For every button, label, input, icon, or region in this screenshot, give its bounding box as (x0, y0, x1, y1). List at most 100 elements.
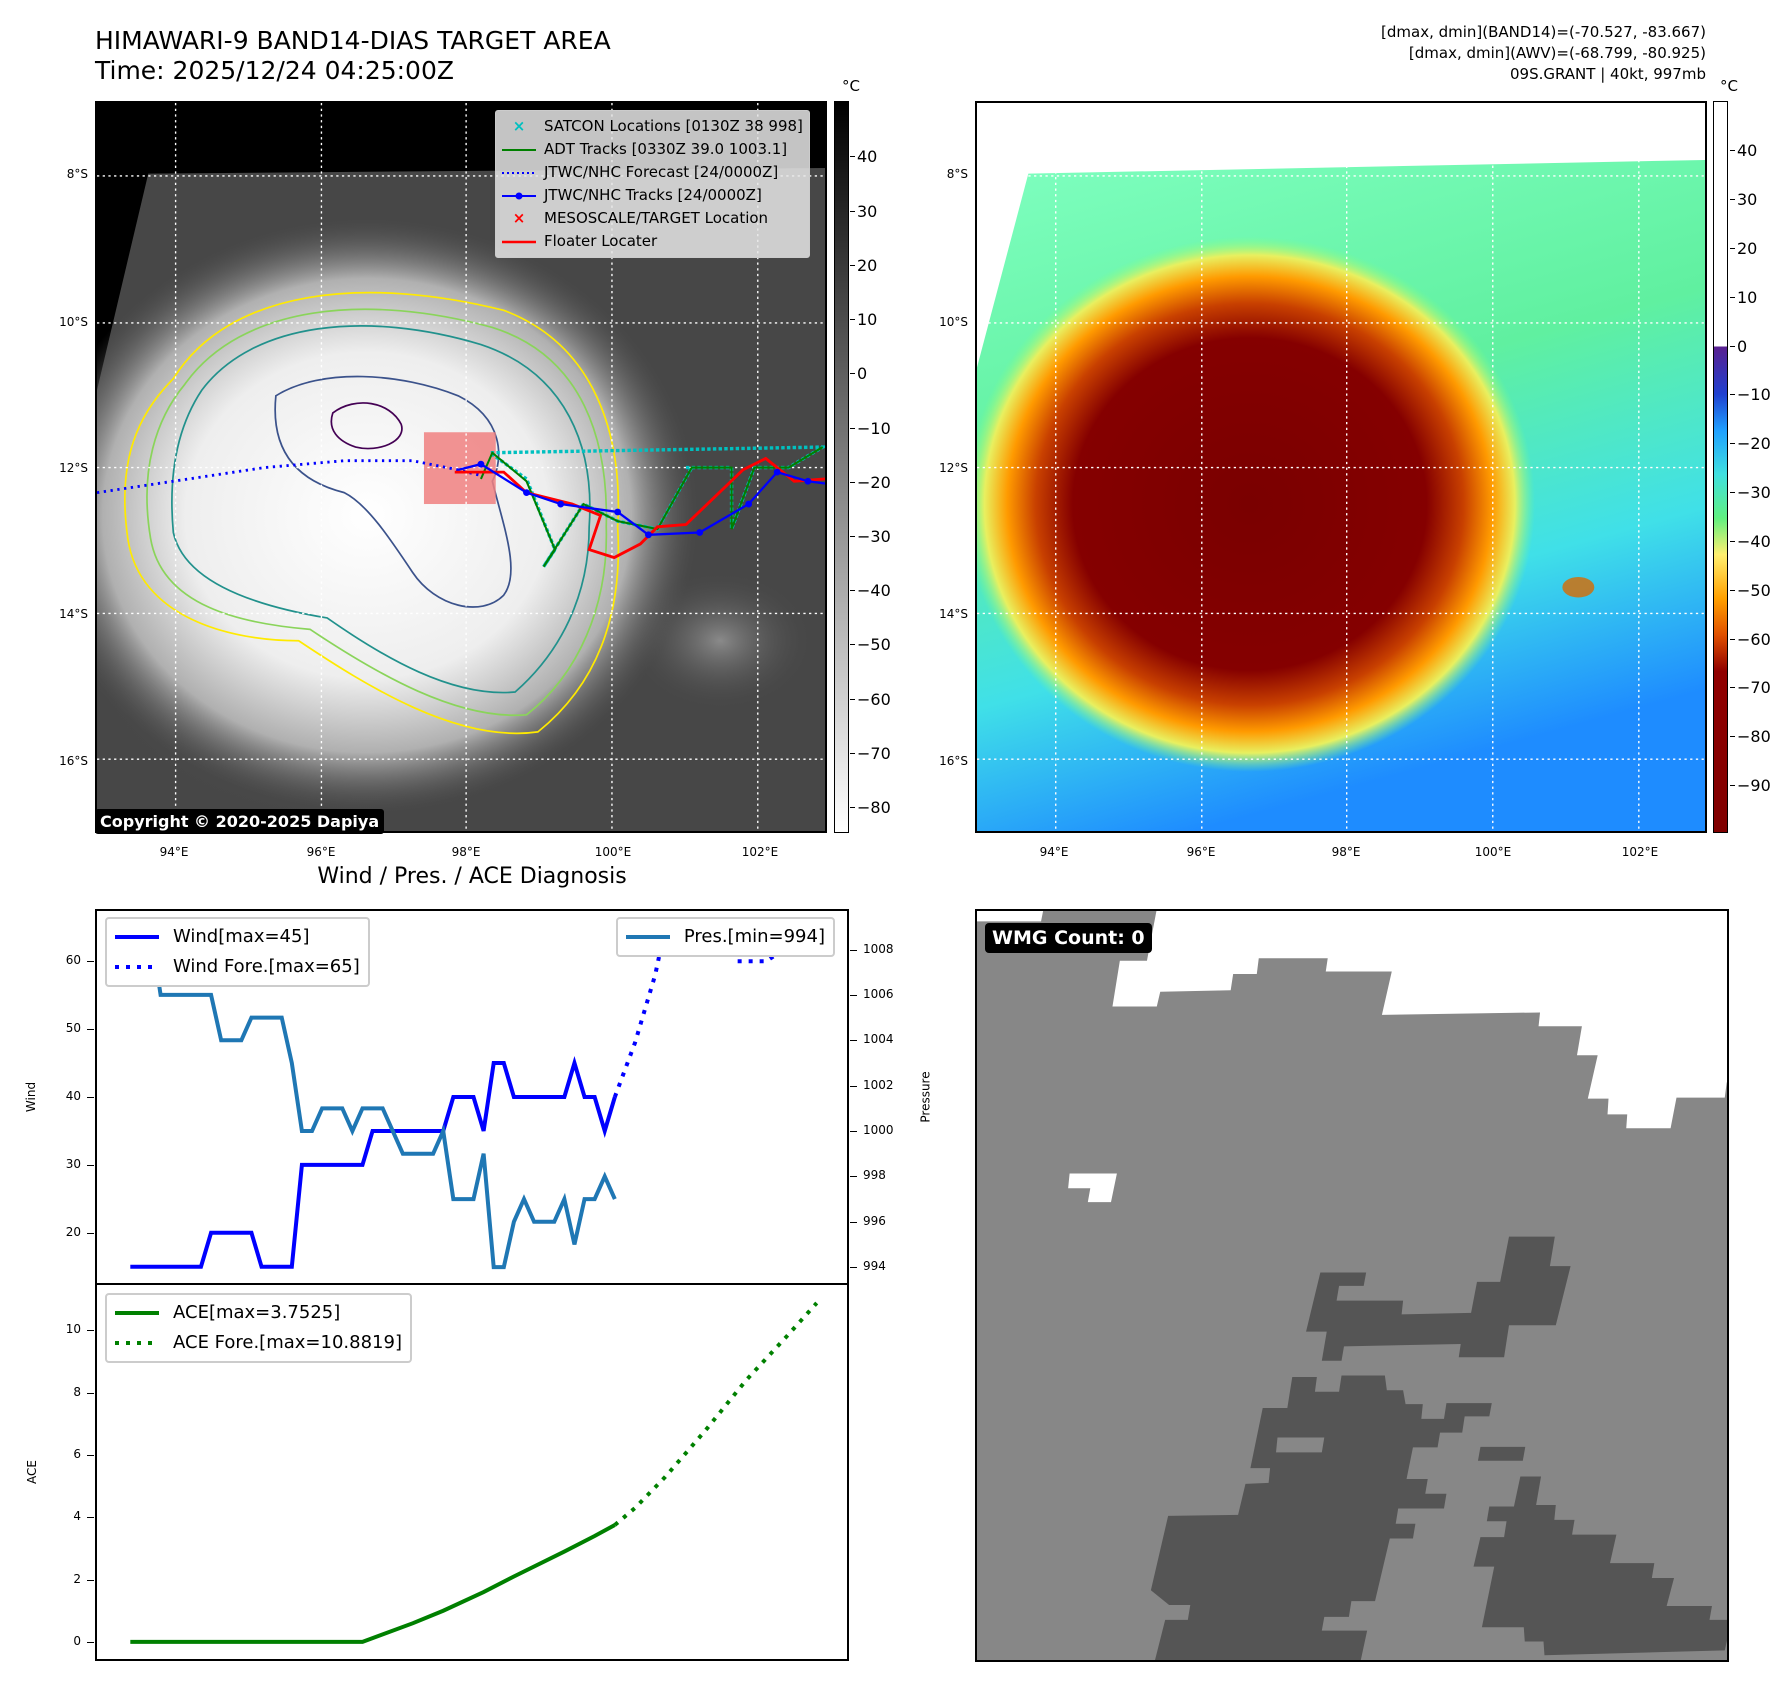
ace-legend: ACE[max=3.7525] ACE Fore.[max=10.8819] (105, 1293, 412, 1363)
colorbar-tick-label: −80 (850, 798, 891, 818)
colorbar-tick-label: 40 (849, 147, 878, 167)
colorbar-tick-label: 20 (849, 255, 878, 275)
y-tick-label: 20 (65, 1224, 81, 1239)
y-tick-label: 0 (73, 1633, 81, 1648)
copyright-label: Copyright © 2020-2025 Dapiya (95, 809, 385, 834)
right-colorbar (1713, 101, 1728, 833)
lat-label: 8°S (66, 167, 88, 181)
info-band14: [dmax, dmin](BAND14)=(-70.527, -83.667) (1381, 23, 1706, 41)
y-tick-mark (87, 1029, 94, 1031)
colorbar-tick-label: −40 (850, 581, 891, 601)
awv-map (975, 101, 1707, 833)
line-icon (502, 239, 536, 245)
y2-tick-label: 1006 (863, 986, 894, 1001)
colorbar-tick-label: −70 (850, 743, 891, 763)
y-tick-mark (87, 1164, 94, 1166)
y-tick-label: 10 (65, 1322, 81, 1337)
y-tick-label: 2 (73, 1571, 81, 1586)
y2-tick-label: 1008 (863, 941, 894, 956)
y-tick-mark (87, 1641, 94, 1643)
storm-cold-cloud (977, 236, 1535, 772)
lat-label: 16°S (939, 754, 968, 768)
pressure-line (130, 924, 617, 1270)
y-tick-mark (87, 1330, 94, 1332)
legend-label: JTWC/NHC Forecast [24/0000Z] (544, 163, 779, 181)
legend-adt: ADT Tracks [0330Z 39.0 1003.1] (502, 138, 803, 161)
lon-label: 100°E (594, 845, 632, 859)
dotted-line-icon (502, 170, 536, 176)
dotted-line-icon (115, 965, 159, 969)
storm-info: [dmax, dmin](BAND14)=(-70.527, -83.667) … (1381, 22, 1706, 85)
colorbar-tick-label: −10 (850, 418, 891, 438)
y2-tick-mark (850, 994, 857, 996)
lat-label: 14°S (59, 607, 88, 621)
wmg-image (977, 911, 1727, 1660)
y2-tick-mark (850, 1131, 857, 1133)
clear-region (977, 911, 1727, 1129)
storm-cloud (97, 219, 698, 812)
y2-tick-label: 994 (863, 1259, 886, 1274)
colorbar-tick-label: −60 (1730, 629, 1771, 649)
colorbar-tick-label: −70 (1730, 678, 1771, 698)
solid-line-icon (115, 935, 159, 939)
y2-tick-mark (850, 1040, 857, 1042)
y2-tick-label: 1002 (863, 1077, 894, 1092)
legend-label: ACE Fore.[max=10.8819] (173, 1332, 402, 1353)
legend-label: MESOSCALE/TARGET Location (544, 209, 769, 227)
x-marker-icon: × (512, 117, 526, 135)
title-line-1: HIMAWARI-9 BAND14-DIAS TARGET AREA (95, 26, 611, 55)
solid-line-icon (115, 1311, 159, 1315)
y-tick-label: 8 (73, 1384, 81, 1399)
lat-label: 8°S (946, 167, 968, 181)
lat-label: 10°S (939, 315, 968, 329)
left-colorbar (834, 101, 849, 833)
colorbar-tick-label: −90 (1730, 776, 1771, 796)
legend-wind: Wind[max=45] (115, 922, 360, 952)
legend-mesoscale: × MESOSCALE/TARGET Location (502, 207, 803, 230)
wmg-panel: WMG Count: 0 (975, 909, 1729, 1662)
colorbar-tick-label: 10 (849, 310, 878, 330)
dotted-line-icon (115, 1341, 159, 1345)
y-tick-label: 50 (65, 1021, 81, 1036)
lon-label: 102°E (1621, 845, 1659, 859)
legend-pressure: Pres.[min=994] (625, 922, 825, 952)
colorbar-tick-label: −30 (1730, 483, 1771, 503)
legend-label: Wind Fore.[max=65] (173, 956, 360, 977)
colorbar-tick-label: 0 (1729, 336, 1748, 356)
y-tick-label: 30 (65, 1156, 81, 1171)
colorbar-tick-label: −20 (1730, 434, 1771, 454)
colorbar-tick-label: 20 (1729, 238, 1758, 258)
y2-tick-label: 998 (863, 1168, 886, 1183)
legend-ace-forecast: ACE Fore.[max=10.8819] (115, 1328, 402, 1358)
y2-tick-label: 996 (863, 1213, 886, 1228)
legend-label: SATCON Locations [0130Z 38 998] (544, 117, 803, 135)
legend-floater: Floater Locater (502, 230, 803, 253)
y-tick-mark (87, 1097, 94, 1098)
legend-label: JTWC/NHC Tracks [24/0000Z] (544, 186, 762, 204)
y-tick-label: 6 (73, 1447, 81, 1462)
colorbar-tick-label: −20 (850, 472, 891, 492)
y2-tick-label: 1000 (863, 1123, 894, 1138)
colorbar-tick-label: −50 (1730, 580, 1771, 600)
colorbar-tick-label: 0 (849, 364, 868, 384)
y2-tick-mark (850, 1221, 857, 1223)
x-marker-icon: × (512, 209, 526, 227)
y-tick-mark (87, 1517, 94, 1519)
solid-line-icon (625, 935, 670, 939)
lat-label: 10°S (59, 315, 88, 329)
legend-jtwc-forecast: JTWC/NHC Forecast [24/0000Z] (502, 161, 803, 184)
jtwc-track-points (477, 460, 812, 539)
y2-tick-mark (850, 1267, 857, 1269)
y-tick-label: 60 (65, 953, 81, 968)
cold-cloud-regions (1150, 1236, 1727, 1660)
y-tick-label: 40 (65, 1089, 81, 1103)
colorbar-tick-label: 30 (849, 201, 878, 221)
colorbar-tick-label: −80 (1730, 727, 1771, 747)
wmg-count-badge: WMG Count: 0 (985, 923, 1152, 953)
band14-map: × SATCON Locations [0130Z 38 998] ADT Tra… (95, 101, 827, 833)
pressure-axis-label: Pressure (918, 1071, 933, 1123)
y2-tick-mark (850, 1176, 857, 1178)
legend-label: Floater Locater (544, 232, 658, 250)
info-storm: 09S.GRANT | 40kt, 997mb (1509, 65, 1706, 83)
